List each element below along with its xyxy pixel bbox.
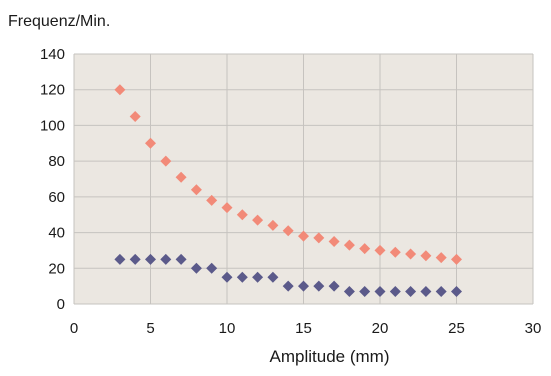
data-point bbox=[298, 280, 309, 292]
data-point bbox=[175, 253, 187, 265]
x-axis-label: Amplitude (mm) bbox=[270, 347, 390, 366]
y-tick-label: 100 bbox=[40, 117, 65, 134]
y-tick-label: 20 bbox=[48, 260, 65, 277]
data-point bbox=[114, 84, 126, 96]
x-tick-label: 25 bbox=[448, 320, 465, 337]
data-point bbox=[282, 280, 294, 292]
data-point bbox=[405, 248, 417, 260]
data-point bbox=[313, 232, 325, 244]
data-point bbox=[160, 253, 172, 265]
data-point bbox=[129, 253, 141, 265]
data-point bbox=[175, 171, 187, 183]
data-point bbox=[236, 271, 248, 283]
data-point bbox=[145, 253, 156, 265]
y-tick-label: 40 bbox=[48, 225, 65, 242]
data-point bbox=[160, 155, 172, 167]
data-series bbox=[114, 84, 462, 297]
data-point bbox=[405, 286, 417, 297]
data-point bbox=[114, 253, 126, 265]
data-point bbox=[129, 111, 141, 122]
data-point bbox=[328, 236, 340, 247]
x-tick-label: 15 bbox=[295, 320, 312, 337]
data-point bbox=[221, 202, 233, 214]
data-point bbox=[298, 230, 309, 242]
series-2 bbox=[114, 253, 462, 297]
data-point bbox=[389, 286, 401, 297]
data-point bbox=[190, 184, 202, 196]
x-tick-label: 20 bbox=[372, 320, 389, 337]
y-tick-label: 120 bbox=[40, 82, 65, 99]
data-point bbox=[420, 250, 432, 262]
series-1 bbox=[114, 84, 462, 265]
y-tick-label: 80 bbox=[48, 153, 65, 170]
tick-labels: 0 5 10 15 20 25 30 0 20 40 60 80 100 120 140 bbox=[40, 46, 541, 337]
data-point bbox=[359, 243, 371, 255]
data-point bbox=[420, 286, 432, 297]
data-point bbox=[267, 271, 279, 283]
data-point bbox=[236, 209, 248, 221]
data-point bbox=[252, 214, 264, 226]
y-tick-label: 0 bbox=[57, 296, 65, 313]
data-point bbox=[328, 280, 340, 292]
data-point bbox=[435, 252, 447, 264]
data-point bbox=[374, 244, 386, 256]
data-point bbox=[313, 280, 325, 292]
data-point bbox=[343, 286, 355, 297]
data-point bbox=[206, 262, 218, 274]
data-point bbox=[221, 271, 233, 283]
y-axis-label: Frequenz/Min. bbox=[8, 13, 110, 30]
x-tick-label: 10 bbox=[219, 320, 236, 337]
data-point bbox=[389, 246, 401, 258]
data-point bbox=[282, 225, 294, 237]
x-tick-label: 0 bbox=[70, 320, 78, 337]
data-point bbox=[206, 194, 218, 206]
data-point bbox=[267, 219, 279, 231]
data-point bbox=[190, 262, 202, 274]
y-tick-label: 60 bbox=[48, 189, 65, 206]
data-point bbox=[145, 137, 156, 149]
data-point bbox=[435, 286, 447, 297]
data-point bbox=[359, 286, 371, 297]
data-point bbox=[374, 286, 386, 297]
x-tick-label: 5 bbox=[146, 320, 154, 337]
data-point bbox=[451, 286, 462, 297]
y-tick-label: 140 bbox=[40, 46, 65, 63]
x-tick-label: 30 bbox=[525, 320, 542, 337]
data-point bbox=[343, 239, 355, 251]
data-point bbox=[451, 253, 462, 265]
data-point bbox=[252, 271, 264, 283]
